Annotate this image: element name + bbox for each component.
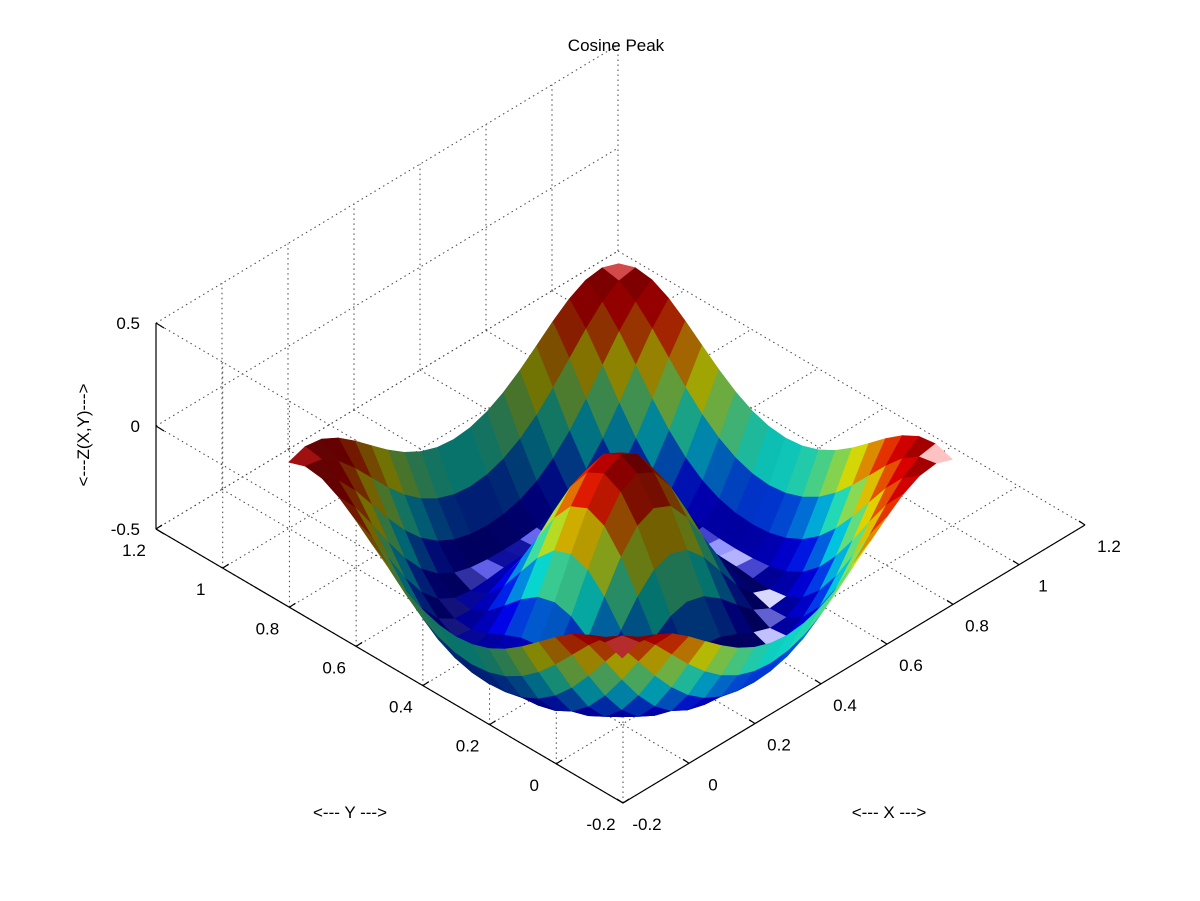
y-tick (422, 681, 430, 687)
y-tick (355, 641, 363, 647)
x-tick-label: -0.2 (632, 815, 661, 834)
y-tick (622, 798, 630, 804)
x-axis-line (622, 524, 1086, 804)
y-tick-label: -0.2 (586, 815, 615, 834)
x-tick (616, 798, 624, 804)
x-tick (880, 639, 888, 645)
y-tick-label: 0.8 (256, 619, 280, 638)
floor-gridline-x (617, 250, 1086, 526)
z-tick-label: -0.5 (111, 520, 140, 539)
x-tick (946, 599, 954, 605)
y-tick-label: 1.2 (122, 541, 146, 560)
axes-layer (155, 322, 1086, 804)
x-tick-label: 0.4 (833, 696, 857, 715)
y-tick (489, 720, 496, 726)
x-tick-label: 0 (708, 775, 717, 794)
z-tick (155, 528, 165, 535)
surface-layer (288, 263, 953, 718)
z-tick-label: 0.5 (116, 314, 140, 333)
y-tick-label: 0.6 (322, 658, 346, 677)
y-tick (555, 759, 563, 765)
wall-gridline-horizontal (155, 44, 619, 324)
chart-title: Cosine Peak (568, 36, 665, 55)
y-tick-label: 1 (196, 580, 205, 599)
y-tick-label: 0.4 (389, 698, 413, 717)
x-tick (1078, 520, 1086, 526)
y-axis-line (155, 528, 624, 804)
labels-layer: Cosine Peak <--- X ---> <--- Y ---> <---… (74, 36, 1121, 834)
x-tick (748, 719, 756, 725)
z-tick (155, 322, 165, 329)
y-tick (155, 524, 163, 530)
z-axis-label: <---Z(X,Y)---> (74, 383, 93, 486)
x-axis-label: <--- X ---> (852, 803, 927, 822)
y-axis-label: <--- Y ---> (313, 803, 387, 822)
x-tick (814, 679, 822, 685)
y-tick (289, 602, 296, 608)
x-tick (682, 758, 690, 764)
x-tick-label: 0.8 (965, 616, 989, 635)
x-tick-label: 0.2 (767, 736, 791, 755)
x-tick-label: 0.6 (899, 656, 923, 675)
x-tick (1012, 560, 1020, 566)
y-tick-label: 0 (530, 776, 539, 795)
x-tick-label: 1.2 (1097, 537, 1121, 556)
y-tick-label: 0.2 (456, 737, 480, 756)
z-tick-label: 0 (131, 417, 140, 436)
y-tick (222, 563, 230, 569)
z-tick (155, 425, 165, 432)
surface-facet (605, 635, 640, 659)
x-tick-label: 1 (1038, 577, 1047, 596)
